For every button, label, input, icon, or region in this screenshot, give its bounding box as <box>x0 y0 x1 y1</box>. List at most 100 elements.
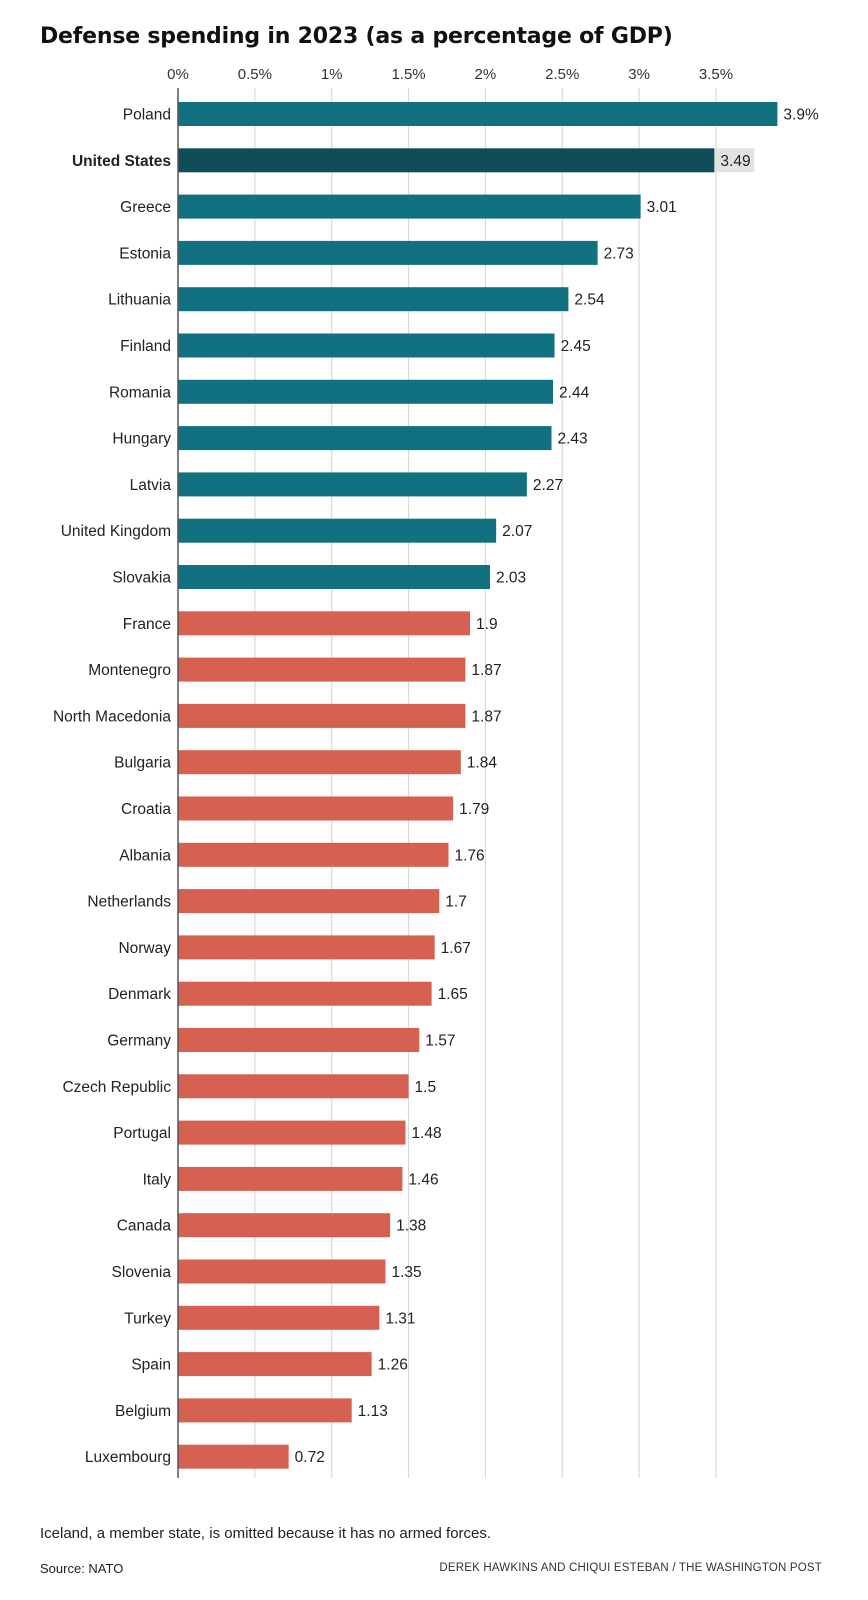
category-label: Lithuania <box>108 292 171 309</box>
category-label: United States <box>72 153 171 170</box>
category-label: Netherlands <box>87 894 171 911</box>
category-label: United Kingdom <box>61 523 171 540</box>
bar <box>178 750 461 775</box>
category-label: Croatia <box>121 801 171 818</box>
x-tick-label: 0.5% <box>238 66 272 83</box>
category-label: North Macedonia <box>53 708 171 725</box>
category-label: Montenegro <box>88 662 171 679</box>
value-label: 1.57 <box>425 1033 455 1050</box>
chart-source: Source: NATO <box>40 1561 124 1576</box>
category-label: Luxembourg <box>85 1449 171 1466</box>
value-label: 1.79 <box>459 801 489 818</box>
bar <box>178 1305 380 1330</box>
value-label: 3.9% <box>783 107 819 124</box>
bar <box>178 518 497 543</box>
bar <box>178 657 466 682</box>
value-label: 2.07 <box>502 523 532 540</box>
value-label-highlight-bg <box>716 148 755 173</box>
category-label: Romania <box>109 384 171 401</box>
category-label: Czech Republic <box>62 1079 171 1096</box>
value-label: 1.26 <box>378 1357 408 1374</box>
category-label: Italy <box>143 1171 172 1188</box>
value-label: 1.5 <box>415 1079 437 1096</box>
value-label: 2.44 <box>559 384 590 401</box>
bar <box>178 1120 406 1145</box>
value-label: 1.7 <box>445 894 467 911</box>
category-label: Hungary <box>112 431 171 448</box>
x-tick-label: 2% <box>475 66 497 83</box>
bar <box>178 981 432 1006</box>
value-label: 1.38 <box>396 1218 426 1235</box>
x-tick-label: 2.5% <box>545 66 579 83</box>
bar <box>178 333 555 358</box>
bar <box>178 287 569 312</box>
bar <box>178 842 449 867</box>
bar <box>178 1259 386 1284</box>
category-label: Portugal <box>113 1125 171 1142</box>
bar <box>178 703 466 728</box>
value-label: 2.54 <box>574 292 605 309</box>
bar <box>178 1166 403 1191</box>
chart-note: Iceland, a member state, is omitted beca… <box>40 1525 492 1542</box>
x-tick-label: 1.5% <box>391 66 425 83</box>
x-tick-label: 1% <box>321 66 343 83</box>
value-label: 1.13 <box>358 1403 388 1420</box>
category-label: Slovenia <box>112 1264 172 1281</box>
category-label: Germany <box>107 1033 171 1050</box>
category-label: Norway <box>118 940 171 957</box>
bar <box>178 1444 289 1469</box>
category-label: Albania <box>119 847 171 864</box>
bar <box>178 379 554 404</box>
chart-credit: DEREK HAWKINS AND CHIQUI ESTEBAN / THE W… <box>439 1562 822 1574</box>
category-label: Bulgaria <box>114 755 171 772</box>
bar <box>178 796 454 821</box>
category-label: Greece <box>120 199 171 216</box>
value-label: 2.73 <box>604 245 634 262</box>
x-tick-label: 3% <box>628 66 650 83</box>
category-label: Spain <box>131 1357 171 1374</box>
bar <box>178 1028 420 1052</box>
value-label: 3.49 <box>720 153 750 170</box>
bar <box>178 426 552 451</box>
category-label: Latvia <box>130 477 172 494</box>
bar <box>178 240 598 265</box>
bar <box>178 935 435 960</box>
value-label: 1.87 <box>471 708 501 725</box>
category-label: France <box>123 616 171 633</box>
value-label: 1.31 <box>385 1310 415 1327</box>
value-label: 1.65 <box>438 986 468 1003</box>
value-label: 2.27 <box>533 477 563 494</box>
value-label: 1.48 <box>411 1125 441 1142</box>
bar <box>178 1213 391 1238</box>
value-label: 1.35 <box>391 1264 421 1281</box>
bar <box>178 148 715 173</box>
grid-layer <box>254 88 717 1478</box>
bar <box>178 889 440 914</box>
category-label: Poland <box>123 107 171 124</box>
category-label: Finland <box>120 338 171 355</box>
bar-chart: 0% 0.5% 1% 1.5% 2% 2.5% 3% 3.5% Poland 3.9% United… <box>53 66 819 1478</box>
category-label: Slovakia <box>112 570 171 587</box>
category-label: Estonia <box>119 245 171 262</box>
bar <box>178 194 641 219</box>
bar <box>178 1074 409 1099</box>
bar <box>178 1352 372 1377</box>
value-label: 1.67 <box>441 940 471 957</box>
bar <box>178 611 471 636</box>
value-label: 2.03 <box>496 570 526 587</box>
chart-title: Defense spending in 2023 (as a percentag… <box>40 24 673 49</box>
value-label: 2.45 <box>561 338 591 355</box>
category-label: Denmark <box>108 986 171 1003</box>
category-label: Canada <box>117 1218 172 1235</box>
bar <box>178 1398 352 1423</box>
bar-layer <box>178 102 778 1469</box>
x-tick-label: 0% <box>167 66 189 83</box>
value-label: 0.72 <box>295 1449 325 1466</box>
value-label: 1.9 <box>476 616 498 633</box>
bar <box>178 565 491 589</box>
value-label: 2.43 <box>557 431 587 448</box>
bar <box>178 102 778 126</box>
x-tick-label: 3.5% <box>699 66 733 83</box>
category-label: Belgium <box>115 1403 171 1420</box>
value-label: 3.01 <box>647 199 677 216</box>
